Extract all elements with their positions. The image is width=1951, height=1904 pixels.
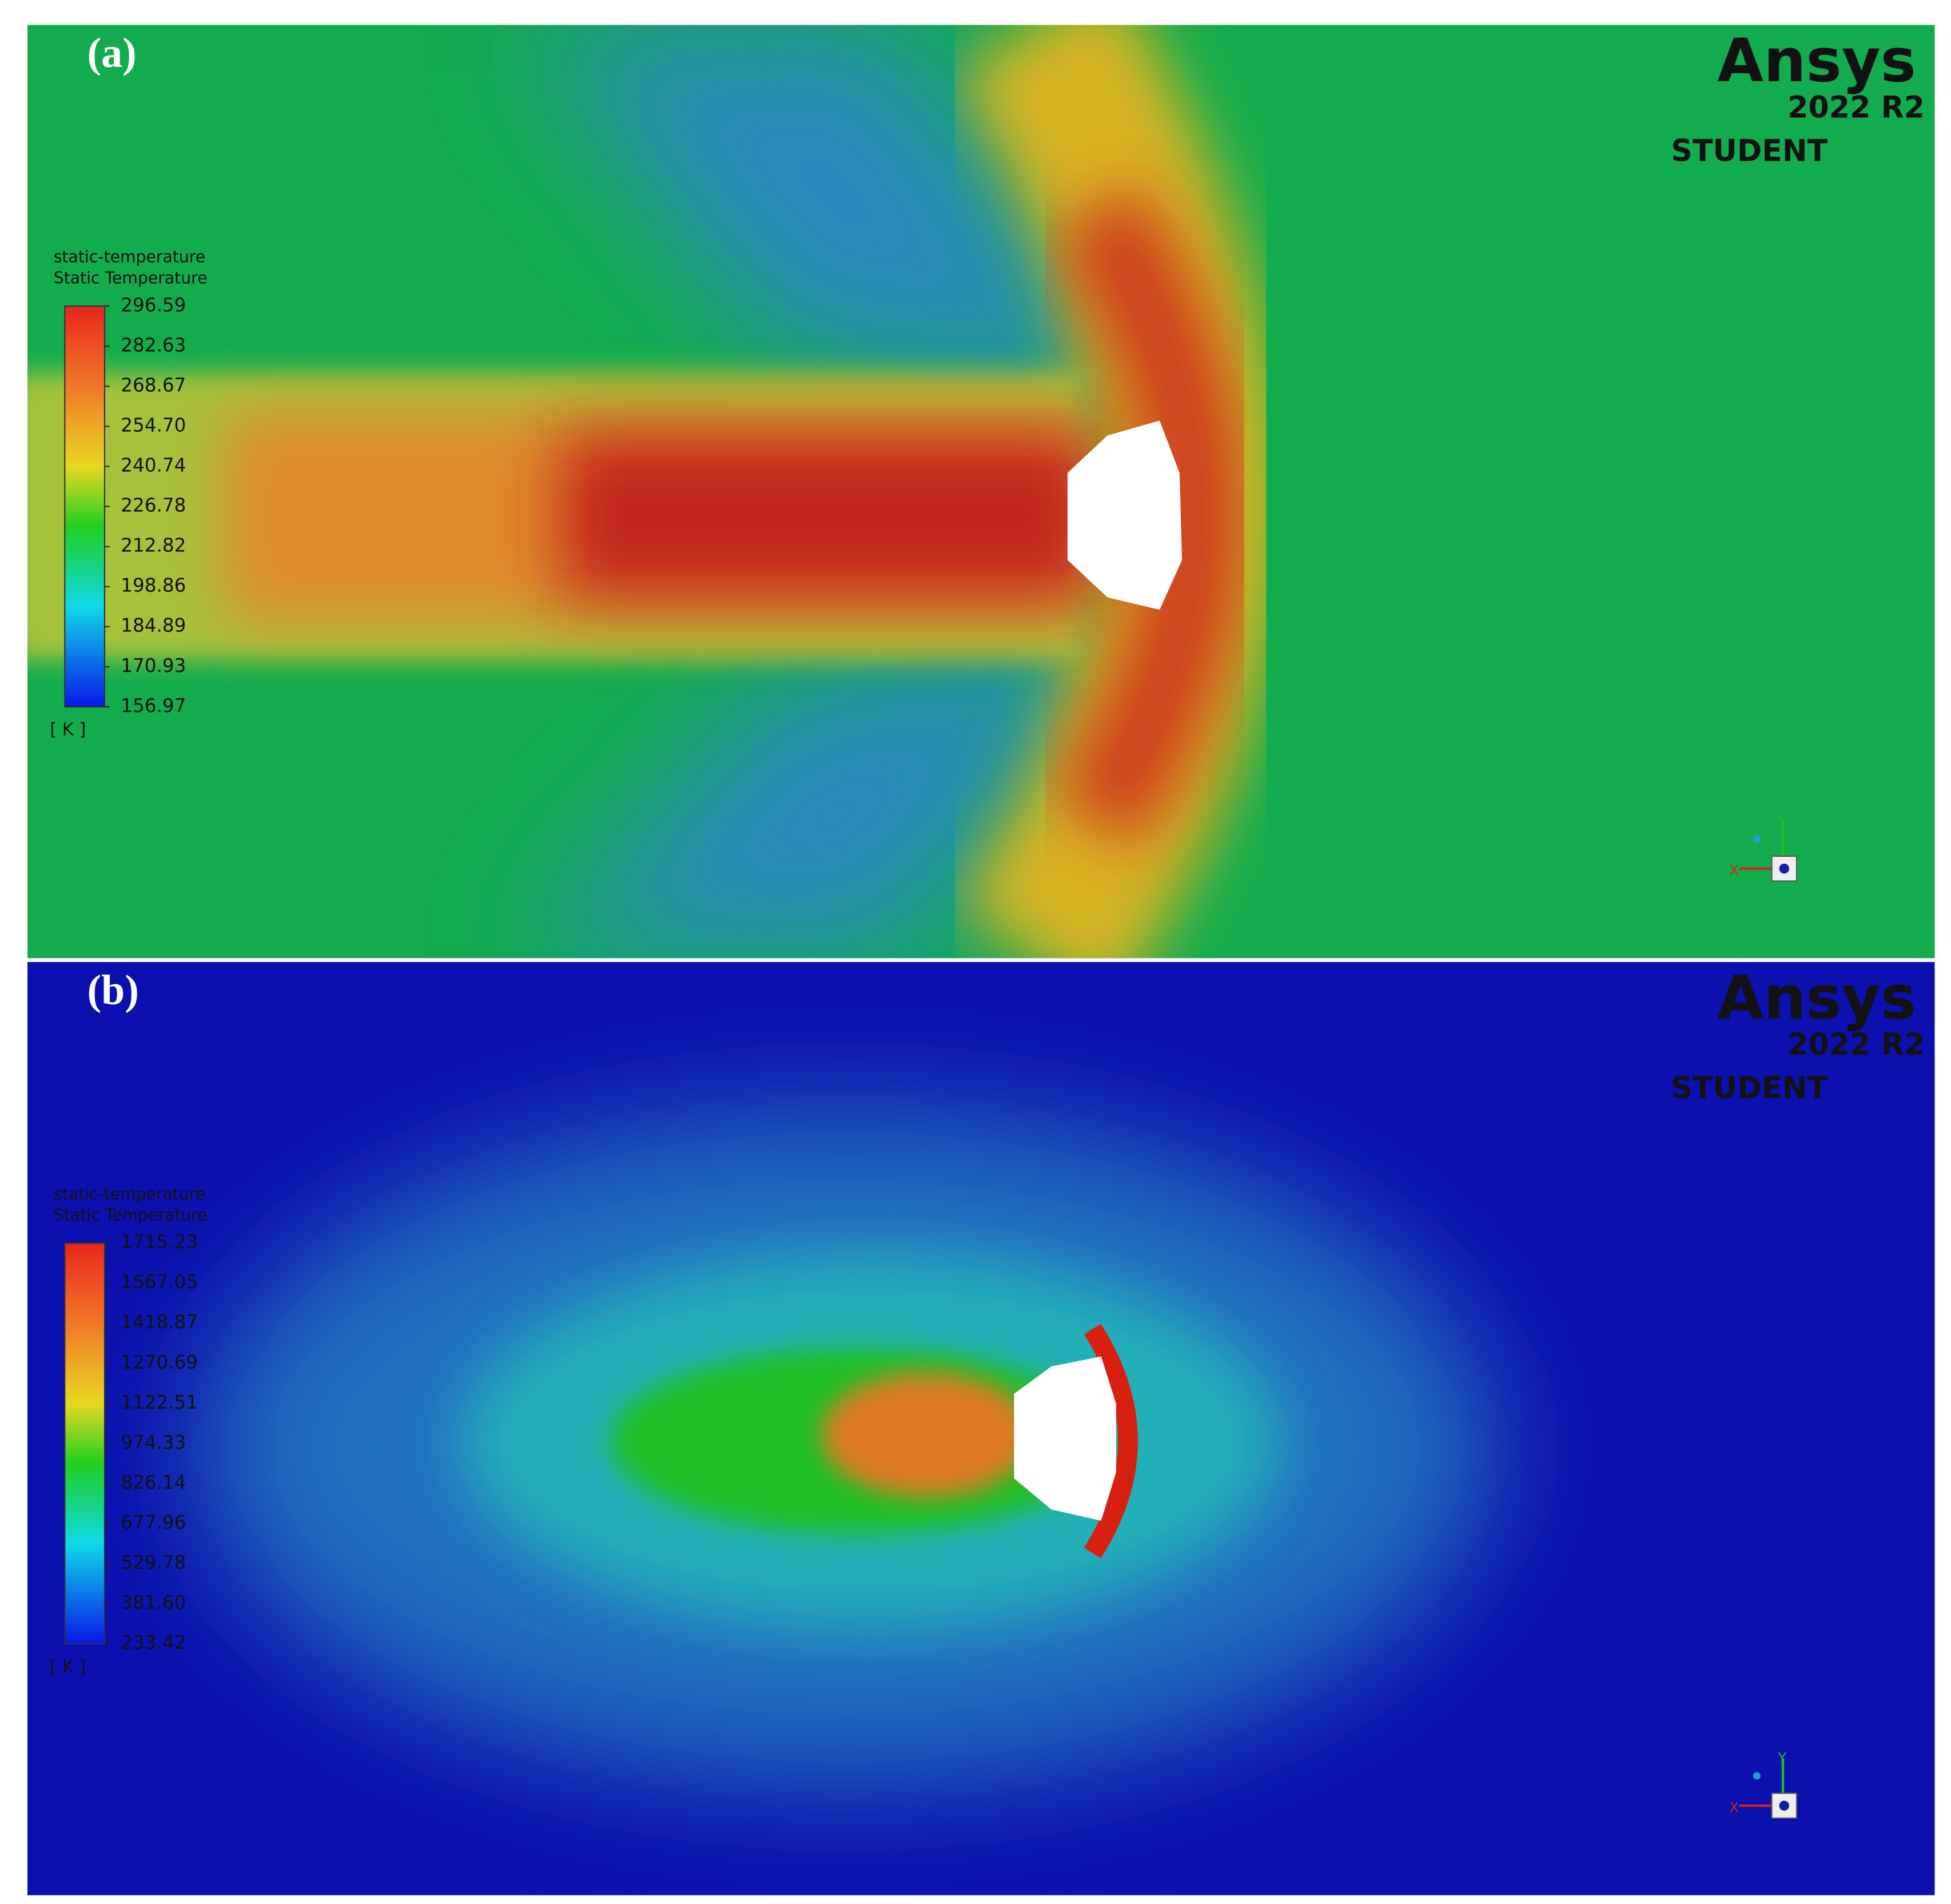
colorbar-label: 156.97 [121, 695, 186, 717]
cold-region [523, 25, 1157, 411]
axis-triad: XY [1730, 813, 1798, 882]
triad-z [1779, 864, 1789, 874]
legend-subtitle: Static Temperature [54, 1206, 208, 1225]
triad-x-label: X [1730, 1799, 1739, 1815]
shock-core [1053, 184, 1244, 849]
triad-y-label: Y [1777, 1750, 1786, 1766]
colorbar-label: 226.78 [121, 495, 186, 516]
colorbar-label: 212.82 [121, 535, 186, 557]
body [1068, 420, 1182, 610]
shock-arc [1084, 1323, 1138, 1559]
panel-label: (a) [87, 30, 136, 77]
hot-core [821, 1372, 1033, 1497]
colorbar-label: 1122.51 [121, 1392, 198, 1413]
wake-core [560, 435, 1095, 598]
contour-field [27, 961, 1935, 1895]
colorbar [64, 1242, 106, 1645]
triad-x-label: X [1730, 862, 1739, 879]
legend-subtitle: Static Temperature [54, 268, 208, 287]
colorbar-label: 198.86 [121, 575, 186, 597]
legend-title: static-temperature [54, 247, 205, 266]
colorbar-label: 184.89 [121, 615, 186, 637]
legend-unit: [ K ] [50, 720, 86, 740]
colorbar-label: 974.33 [121, 1432, 186, 1453]
brand: Ansys [1717, 963, 1916, 1032]
brand: Ansys [1717, 26, 1916, 96]
colorbar-label: 254.70 [121, 414, 186, 436]
triad-z [1779, 1800, 1789, 1811]
cold-region [523, 622, 1157, 959]
legend-unit: [ K ] [50, 1657, 86, 1677]
colorbar-label: 1567.05 [121, 1271, 198, 1293]
colorbar-label: 282.63 [121, 334, 186, 356]
colorbar-label: 1418.87 [121, 1311, 198, 1333]
colorbar-label: 1715.23 [121, 1231, 198, 1253]
triad-dot [1753, 1772, 1761, 1780]
panel-label: (b) [87, 967, 138, 1013]
colorbar-label: 240.74 [121, 454, 186, 476]
colorbar-label: 677.96 [121, 1512, 186, 1533]
colorbar-label: 529.78 [121, 1552, 186, 1573]
edition: STUDENT [1671, 134, 1827, 169]
triad-dot [1753, 834, 1761, 843]
axis-triad: XY [1730, 1750, 1798, 1819]
colorbar-label: 381.60 [121, 1592, 186, 1613]
colorbar-label: 268.67 [121, 374, 186, 396]
colorbar-label: 170.93 [121, 655, 186, 677]
triad-y-label: Y [1777, 813, 1786, 829]
version: 2022 R2 [1787, 90, 1925, 125]
version: 2022 R2 [1787, 1028, 1925, 1062]
body [1014, 1356, 1116, 1521]
colorbar-label: 826.14 [121, 1472, 186, 1493]
colorbar-label: 296.59 [121, 294, 186, 316]
colorbar-label: 233.42 [121, 1632, 186, 1653]
colorbar [64, 305, 106, 707]
edition: STUDENT [1671, 1071, 1827, 1106]
contour-field [27, 25, 1935, 959]
legend-title: static-temperature [54, 1184, 205, 1203]
colorbar-label: 1270.69 [121, 1352, 198, 1373]
